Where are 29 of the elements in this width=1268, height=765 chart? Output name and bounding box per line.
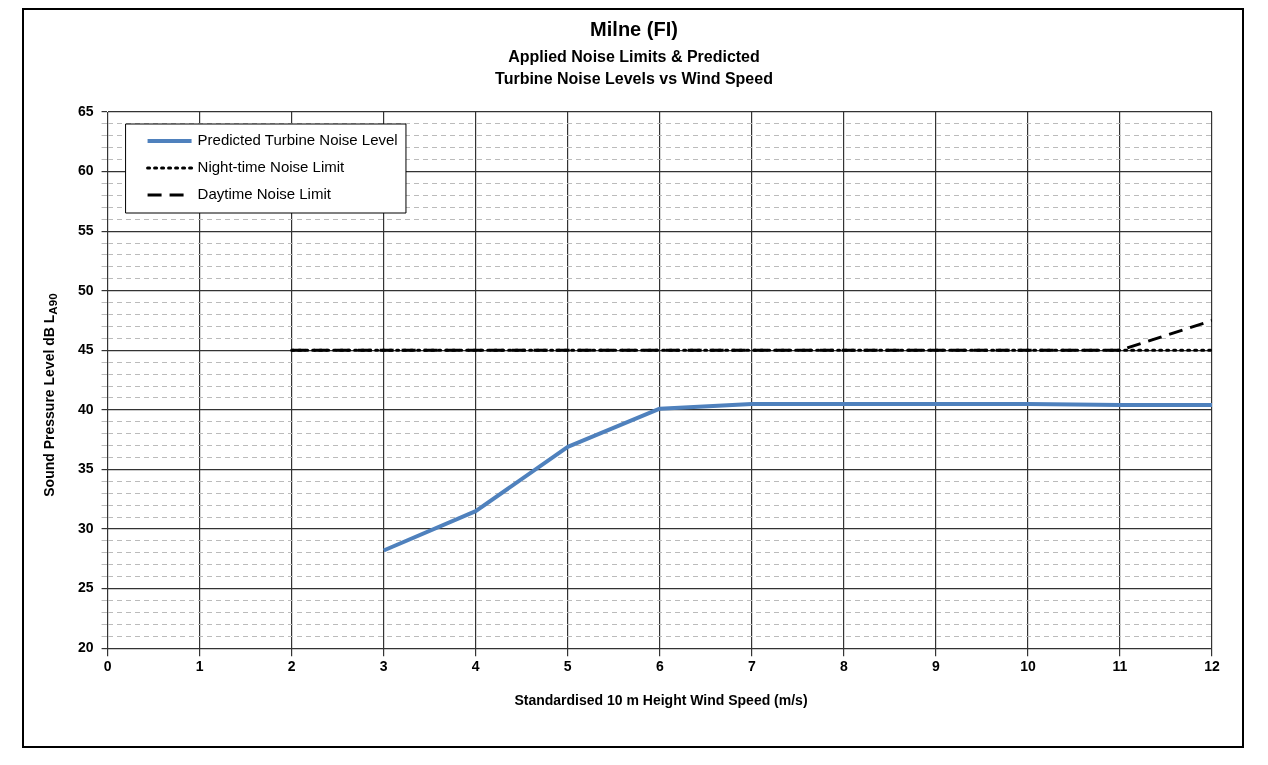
legend-label: Night-time Noise Limit bbox=[197, 158, 346, 176]
x-tick-label: 10 bbox=[1020, 658, 1036, 675]
y-tick-label: 60 bbox=[77, 162, 94, 179]
y-tick-label: 50 bbox=[77, 281, 94, 298]
x-tick-label: 3 bbox=[379, 658, 388, 675]
x-tick-label: 7 bbox=[747, 658, 756, 675]
legend-label: Predicted Turbine Noise Level bbox=[197, 131, 398, 149]
y-tick-label: 20 bbox=[77, 639, 94, 656]
x-tick-label: 2 bbox=[287, 658, 296, 675]
chart-title: Milne (FI) bbox=[589, 18, 679, 41]
x-tick-label: 12 bbox=[1204, 658, 1220, 675]
y-tick-label: 45 bbox=[77, 341, 94, 358]
chart-subtitle: Applied Noise Limits & Predicted Turbine Noise Levels vs Wind Speed bbox=[494, 47, 774, 89]
x-tick-label: 9 bbox=[931, 658, 940, 675]
x-tick-label: 4 bbox=[471, 658, 480, 675]
x-tick-label: 0 bbox=[103, 658, 112, 675]
legend-label: Daytime Noise Limit bbox=[197, 185, 332, 203]
y-tick-label: 30 bbox=[77, 519, 94, 536]
y-tick-label: 55 bbox=[77, 222, 94, 239]
x-tick-label: 1 bbox=[195, 658, 204, 675]
x-tick-label: 5 bbox=[563, 658, 572, 675]
x-axis-title: Standardised 10 m Height Wind Speed (m/s) bbox=[513, 692, 809, 708]
y-tick-label: 65 bbox=[77, 102, 94, 119]
x-tick-label: 11 bbox=[1112, 658, 1128, 675]
x-tick-label: 6 bbox=[655, 658, 664, 675]
y-tick-label: 35 bbox=[77, 460, 94, 477]
y-tick-label: 40 bbox=[77, 400, 94, 417]
x-tick-label: 8 bbox=[839, 658, 848, 675]
y-tick-label: 25 bbox=[77, 579, 94, 596]
